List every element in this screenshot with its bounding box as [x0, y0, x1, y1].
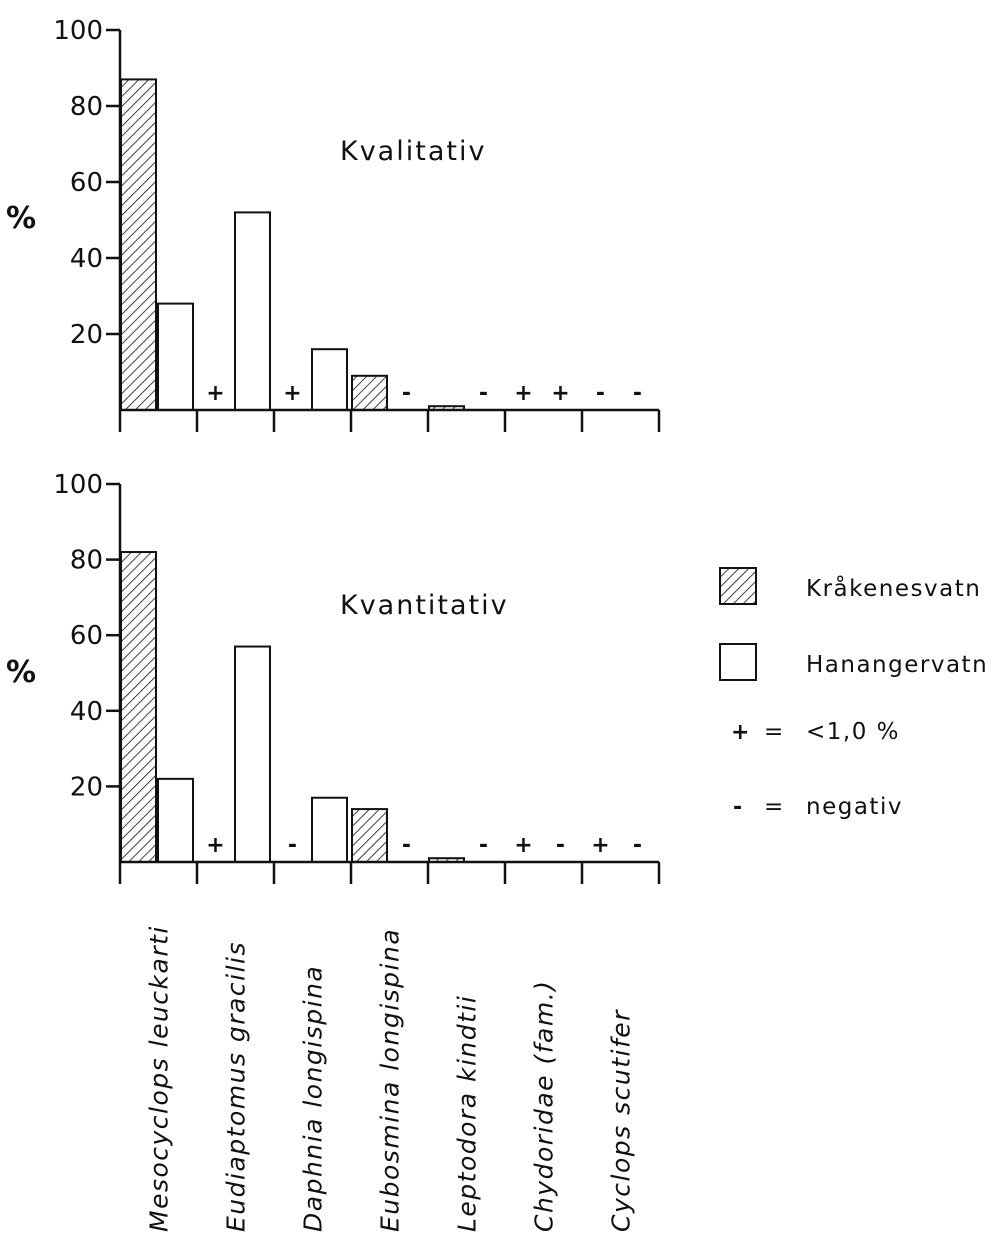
bar-kraakenesvatn — [351, 374, 388, 411]
bars-layer — [120, 78, 465, 412]
category-label: Leptodora kindtii — [453, 995, 482, 1232]
y-tick-label: 80 — [70, 546, 103, 576]
panel-kvalitativ: Kvalitativ % + + + - - - + - 100 80 60 40 20 — [6, 16, 661, 432]
category-label: Mesocyclops leuckarti — [145, 925, 174, 1232]
axes-layer: 100 80 60 40 20 — [53, 470, 661, 884]
marker-below-one-percent: + — [283, 381, 301, 406]
legend-minus-symbol: - — [733, 795, 742, 820]
category-label: Daphnia longispina — [299, 965, 328, 1232]
bar-hanangervatn — [311, 348, 348, 412]
markers-layer: + + + - - - + - — [206, 381, 642, 406]
panel-title: Kvalitativ — [340, 136, 486, 167]
marker-below-one-percent: + — [514, 381, 532, 406]
legend-minus-text: negativ — [806, 794, 903, 820]
marker-negative: - — [596, 381, 605, 406]
legend-equals-sign: = — [764, 719, 785, 745]
y-axis-unit-label: % — [6, 201, 36, 236]
marker-negative: - — [479, 833, 488, 858]
y-tick-label: 100 — [53, 16, 103, 46]
category-labels: Mesocyclops leuckarti Eudiaptomus gracili… — [145, 925, 636, 1232]
legend-equals-sign: = — [764, 794, 785, 820]
bar-hanangervatn — [157, 777, 194, 864]
y-tick-label: 20 — [70, 772, 103, 802]
marker-negative: - — [288, 833, 297, 858]
marker-below-one-percent: + — [514, 833, 532, 858]
y-tick-label: 80 — [70, 92, 103, 122]
bars-layer — [120, 551, 465, 864]
marker-negative: - — [402, 833, 411, 858]
panel-title: Kvantitativ — [340, 590, 509, 621]
category-label: Eubosmina longispina — [376, 928, 405, 1232]
bar-kraakenesvatn — [120, 551, 157, 863]
bar-hanangervatn — [311, 796, 348, 863]
legend: Kråkenesvatn Hanangervatn + = <1,0 % - =… — [719, 567, 988, 820]
marker-below-one-percent: + — [206, 833, 224, 858]
bar-hanangervatn — [234, 645, 271, 863]
marker-negative: - — [556, 833, 565, 858]
marker-below-one-percent: + — [551, 381, 569, 406]
legend-plus-text: <1,0 % — [806, 719, 900, 745]
legend-label-kraakenesvatn: Kråkenesvatn — [806, 574, 981, 602]
marker-negative: - — [402, 381, 411, 406]
bar-kraakenesvatn — [120, 78, 157, 412]
y-tick-label: 40 — [70, 244, 103, 274]
y-axis-unit-label: % — [6, 655, 36, 690]
legend-plus-symbol: + — [731, 720, 749, 745]
legend-swatch-hanangervatn — [719, 643, 757, 681]
y-tick-label: 60 — [70, 168, 103, 198]
markers-layer: + - + +- - - - — [206, 833, 642, 858]
marker-negative: - — [633, 381, 642, 406]
y-tick-label: 40 — [70, 697, 103, 727]
marker-negative: - — [479, 381, 488, 406]
bar-hanangervatn — [157, 302, 194, 412]
marker-negative: - — [633, 833, 642, 858]
category-label: Chydoridae (fam.) — [530, 980, 559, 1232]
legend-swatch-kraakenesvatn — [719, 567, 757, 605]
legend-label-hanangervatn: Hanangervatn — [806, 652, 988, 678]
category-label: Eudiaptomus gracilis — [222, 941, 251, 1232]
axes-layer: 100 80 60 40 20 — [53, 16, 661, 432]
category-label: Cyclops scutifer — [607, 1009, 636, 1232]
marker-below-one-percent: + — [591, 833, 609, 858]
y-tick-label: 100 — [53, 470, 103, 500]
y-tick-label: 60 — [70, 621, 103, 651]
marker-below-one-percent: + — [206, 381, 224, 406]
bar-hanangervatn — [234, 211, 271, 411]
bar-kraakenesvatn — [351, 808, 388, 864]
y-tick-label: 20 — [70, 320, 103, 350]
